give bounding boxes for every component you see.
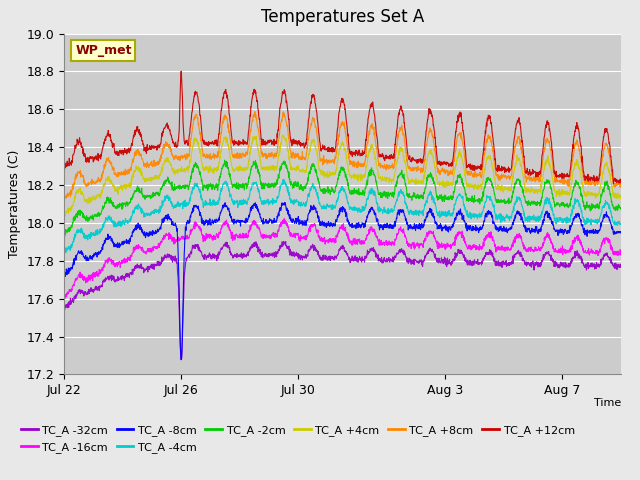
Title: Temperatures Set A: Temperatures Set A — [260, 9, 424, 26]
Text: Time: Time — [593, 398, 621, 408]
Y-axis label: Temperatures (C): Temperatures (C) — [8, 150, 21, 258]
Legend: TC_A -32cm, TC_A -16cm, TC_A -8cm, TC_A -4cm, TC_A -2cm, TC_A +4cm, TC_A +8cm, T: TC_A -32cm, TC_A -16cm, TC_A -8cm, TC_A … — [17, 421, 579, 457]
Text: WP_met: WP_met — [75, 44, 132, 57]
